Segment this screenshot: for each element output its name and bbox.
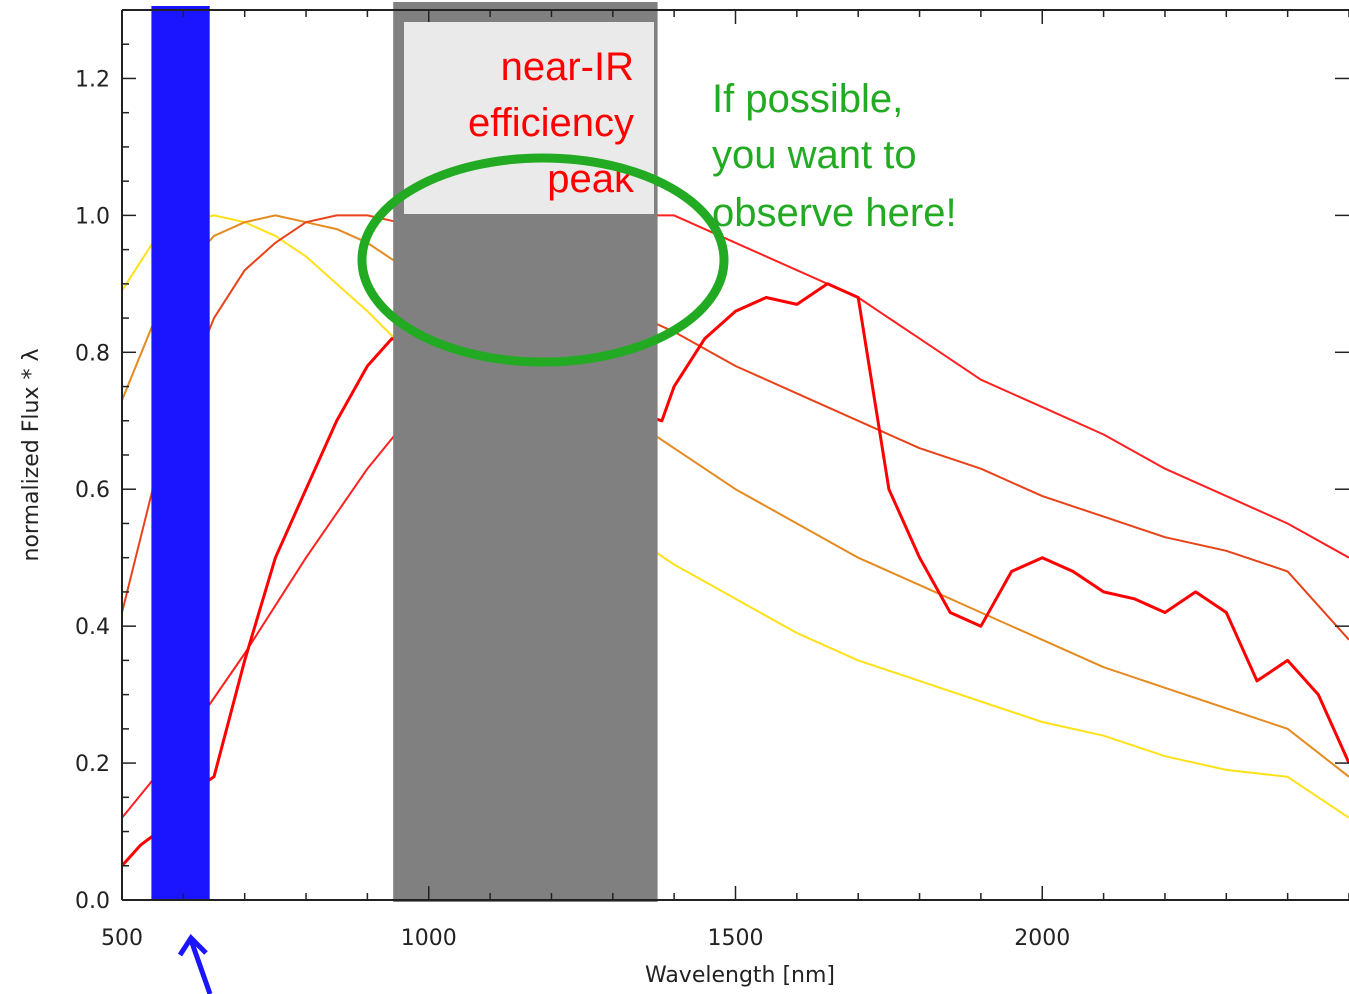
observe-label-line2: you want to: [712, 133, 917, 177]
near-ir-label-line1: near-IR: [501, 45, 634, 89]
y-tick-label: 0.6: [75, 478, 110, 503]
band-0: [151, 6, 210, 900]
series-line-3: [121, 214, 1349, 819]
y-tick-label: 0.2: [75, 752, 110, 777]
y-tick-label: 0.0: [75, 889, 110, 914]
x-axis-title: Wavelength [nm]: [645, 963, 835, 988]
x-tick-label: 1500: [708, 926, 764, 951]
axis-layer: 500 1000 1500 2000 0.0 0.2 0.4 0.6 0.8 1.0 1.2: [75, 9, 1349, 951]
near-ir-label-line2: efficiency: [468, 101, 634, 145]
observe-here-ellipse: [357, 153, 729, 367]
series-line-4: [120, 282, 1349, 867]
y-tick-label: 1.0: [75, 204, 110, 229]
x-tick-label: 500: [101, 926, 143, 951]
blue-arrow-head: [177, 934, 208, 957]
y-tick-label: 0.8: [75, 341, 110, 366]
plot-background: [122, 10, 1349, 900]
observe-label-line3: observe here!: [712, 191, 957, 235]
blue-arrow-shaft: [188, 939, 213, 994]
x-tick-label: 2000: [1014, 926, 1070, 951]
y-axis-title: normalized Flux * λ: [19, 349, 44, 562]
near-ir-label-box: [404, 22, 654, 214]
observe-label-line1: If possible,: [712, 77, 903, 121]
y-tick-label: 0.4: [75, 615, 110, 640]
y-tick-label: 1.2: [75, 67, 110, 92]
x-tick-label: 1000: [401, 926, 457, 951]
